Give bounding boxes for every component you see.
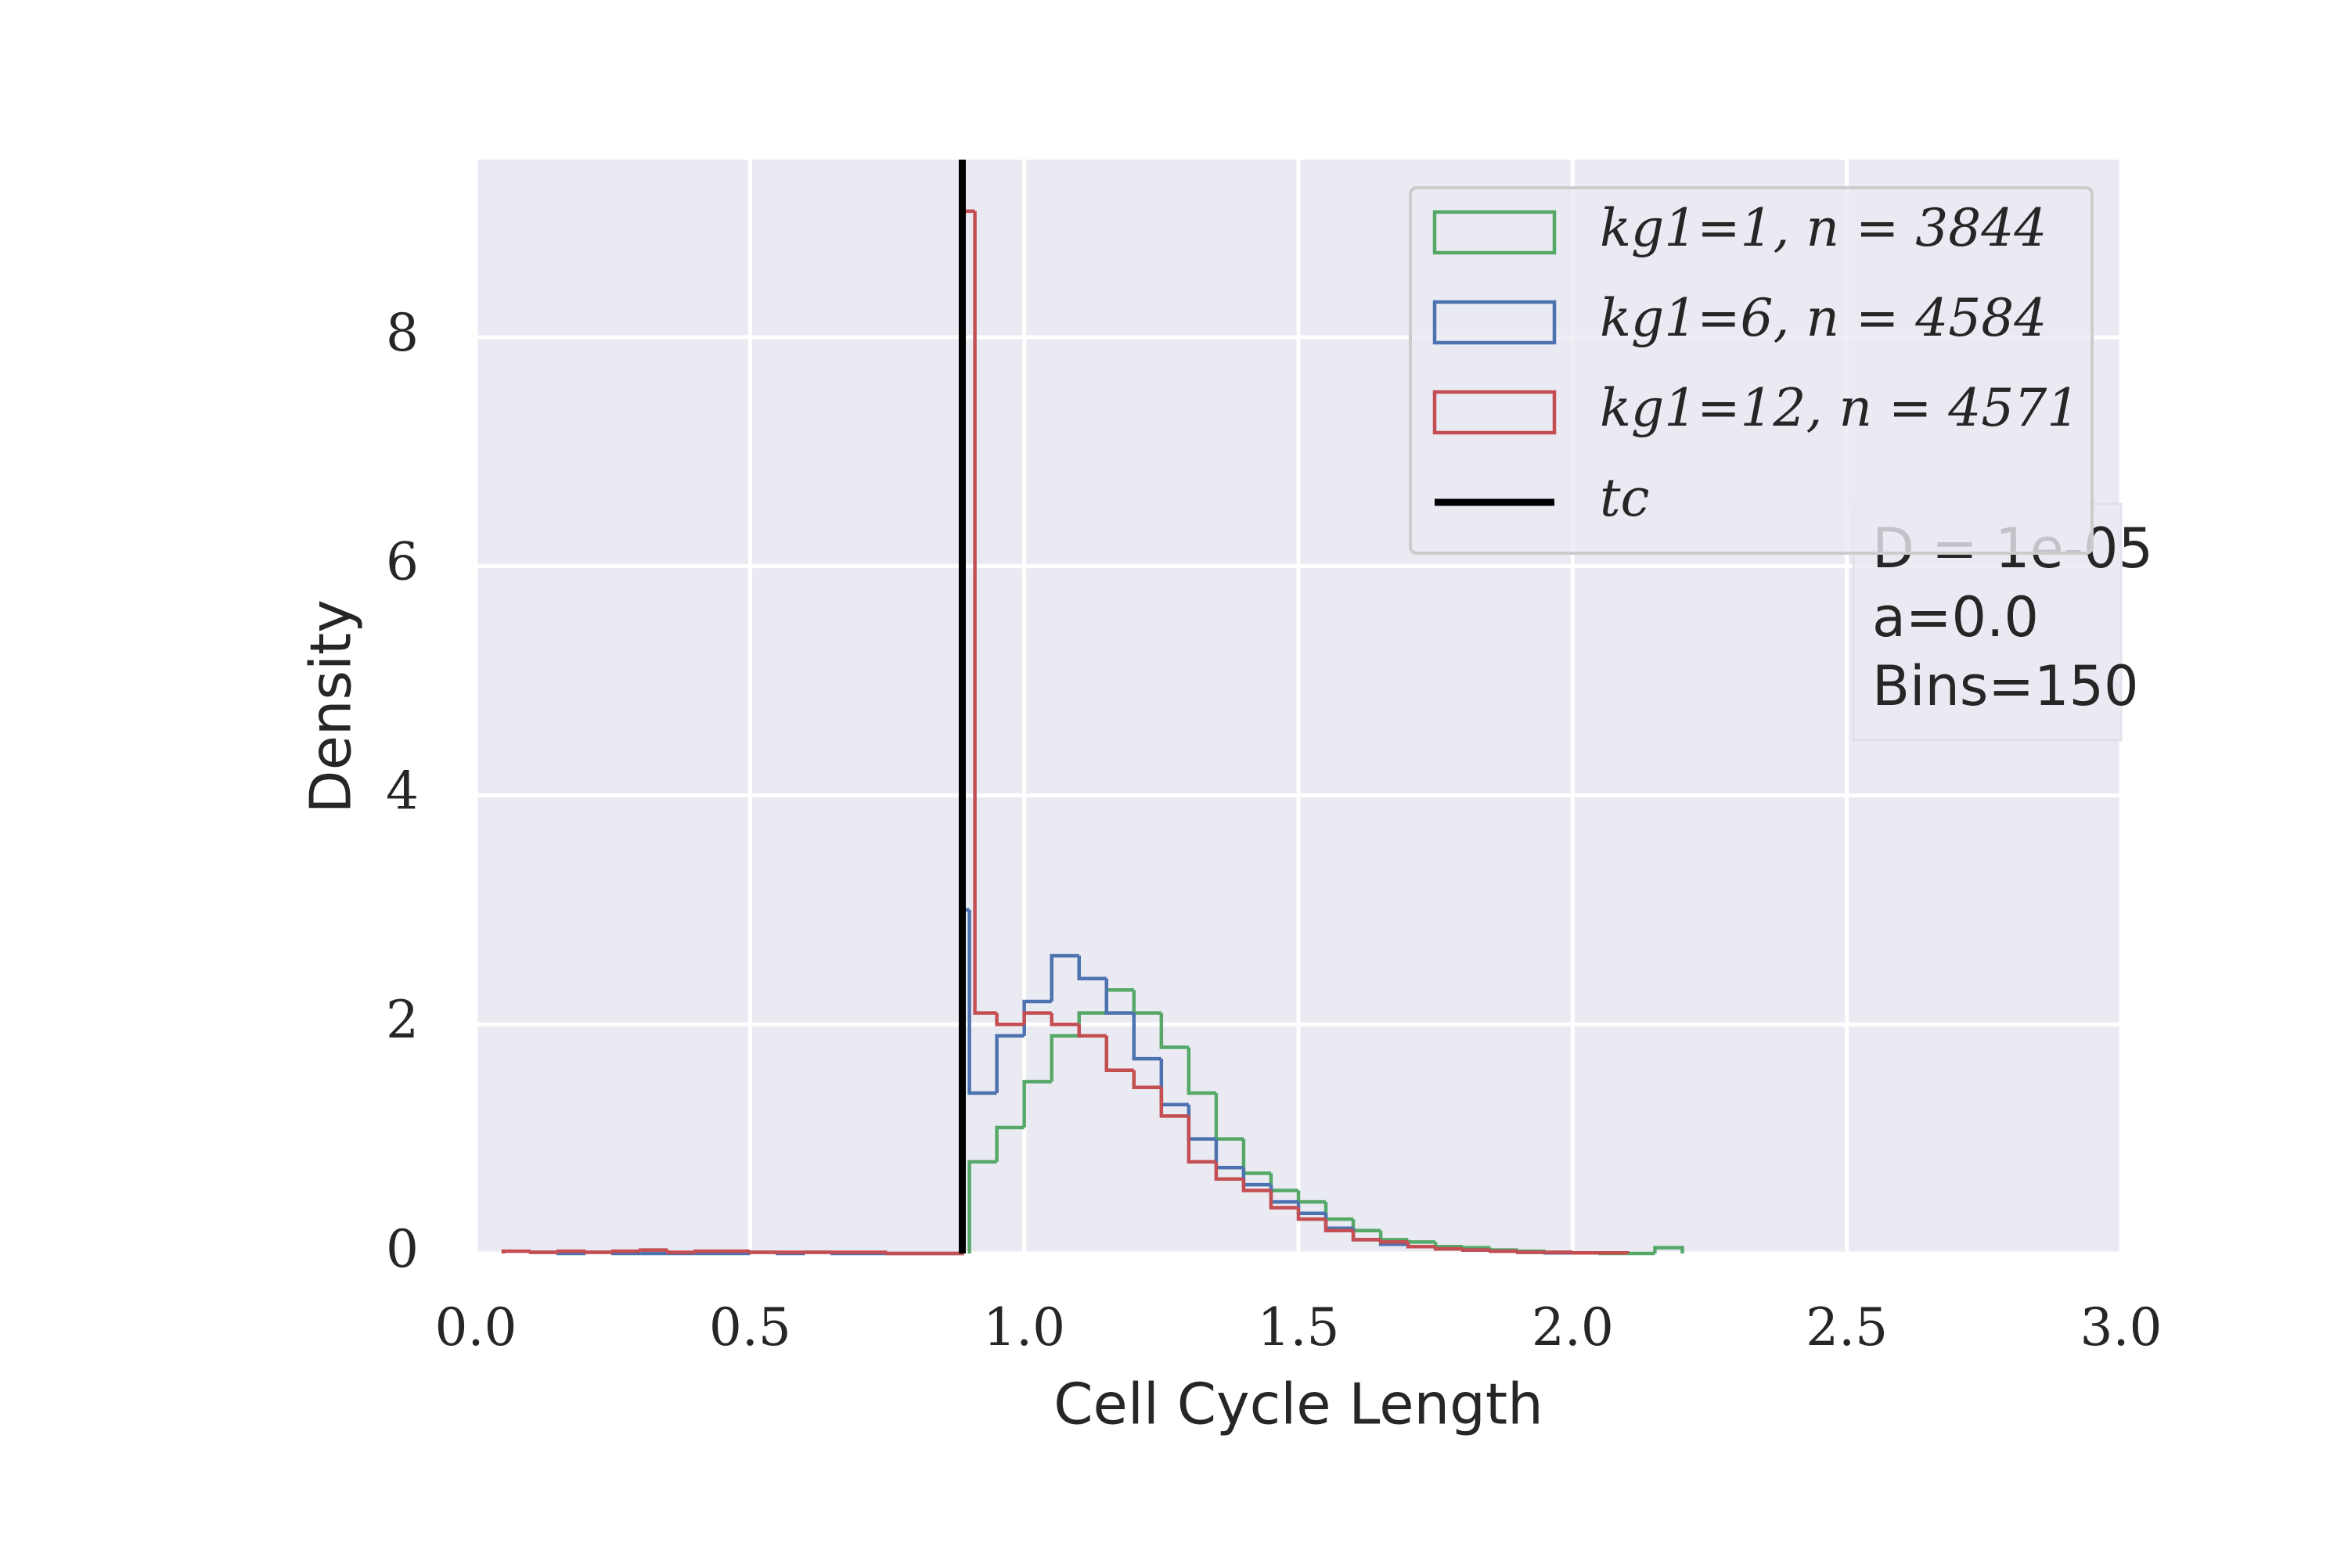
- y-tick-label: 8: [386, 303, 419, 363]
- histogram-bin: [1132, 1012, 1161, 1061]
- legend-label: kg1=12, n = 4571: [1600, 378, 2080, 438]
- legend-swatch: [1432, 300, 1557, 345]
- histogram-bin: [583, 1250, 614, 1254]
- y-tick-label: 2: [386, 990, 419, 1050]
- legend-label: tc: [1600, 468, 1650, 528]
- histogram-bin: [665, 1250, 696, 1254]
- histogram-bin: [1050, 1034, 1079, 1082]
- x-tick-label: 3.0: [2080, 1297, 2163, 1358]
- histogram-bin: [748, 1250, 778, 1254]
- histogram-bin: [1269, 1190, 1298, 1210]
- histogram-bin: [1050, 954, 1079, 1002]
- histogram-bin: [1104, 978, 1134, 1015]
- histogram-bin: [1022, 1080, 1052, 1127]
- histogram-bin: [1077, 955, 1107, 980]
- histogram-bin: [967, 909, 997, 1095]
- histogram-bin: [1187, 1116, 1216, 1164]
- y-tick-label: 0: [386, 1219, 419, 1279]
- histogram-bin: [1050, 1012, 1079, 1027]
- histogram-bin: [556, 1249, 586, 1253]
- histogram-bin: [973, 210, 997, 1015]
- histogram-bin: [1460, 1246, 1491, 1250]
- histogram-bin: [693, 1249, 723, 1253]
- histogram-bin: [1351, 1230, 1381, 1242]
- y-axis-label: Density: [298, 599, 364, 814]
- x-tick-label: 0.5: [709, 1297, 791, 1358]
- histogram-bin: [1132, 1070, 1161, 1089]
- histogram-bin: [995, 1125, 1025, 1162]
- annotation-text: a=0.0: [1872, 585, 2039, 649]
- histogram-bin: [610, 1249, 641, 1253]
- histogram-bin: [1296, 1207, 1327, 1221]
- histogram-bin: [1159, 1012, 1189, 1049]
- histogram-bin: [1323, 1219, 1354, 1232]
- histogram-bin: [638, 1248, 668, 1252]
- histogram-bin: [1433, 1246, 1464, 1251]
- legend-label: kg1=1, n = 3844: [1600, 198, 2047, 258]
- histogram-bin: [1460, 1248, 1491, 1252]
- x-tick-label: 1.5: [1258, 1297, 1340, 1358]
- histogram-bin: [1653, 1246, 1684, 1253]
- annotation-text: Bins=150: [1872, 654, 2139, 718]
- labels: 0.00.51.01.52.02.53.002468D = 1e-05a=0.0…: [386, 186, 2163, 1358]
- legend-swatch: [1432, 210, 1557, 255]
- legend-box: [1409, 186, 2094, 555]
- histogram-bin: [1077, 1024, 1107, 1038]
- x-tick-label: 2.0: [1532, 1297, 1614, 1358]
- histogram-bin: [1241, 1178, 1271, 1192]
- y-tick-label: 4: [386, 761, 419, 821]
- histogram-bin: [1406, 1242, 1436, 1249]
- histogram-bin: [1022, 1011, 1052, 1025]
- legend: kg1=1, n = 3844 kg1=6, n = 4584 kg1=12, n …: [1409, 186, 2094, 555]
- histogram-bin: [1104, 1035, 1134, 1073]
- histogram-bin: [1516, 1250, 1546, 1254]
- x-tick-label: 2.5: [1806, 1297, 1888, 1358]
- histogram-bin: [995, 1012, 1025, 1027]
- histogram-bin: [1378, 1239, 1409, 1244]
- histogram-bin: [1488, 1249, 1518, 1253]
- marks: [501, 160, 1684, 1256]
- legend-swatch: [1432, 390, 1557, 435]
- histogram-bin: [967, 1160, 997, 1253]
- histogram-bin: [995, 1034, 1025, 1094]
- x-tick-label: 1.0: [983, 1297, 1065, 1358]
- histogram-bin: [1214, 1161, 1244, 1181]
- x-axis-label: Cell Cycle Length: [1053, 1372, 1543, 1437]
- legend-label: kg1=6, n = 4584: [1600, 288, 2047, 348]
- histogram-bin: [501, 1249, 531, 1253]
- histogram-bin: [528, 1250, 559, 1254]
- histogram-bin: [1187, 1047, 1216, 1095]
- x-tick-label: 0.0: [435, 1297, 517, 1358]
- y-tick-label: 6: [386, 532, 419, 592]
- histogram-bin: [1159, 1087, 1189, 1118]
